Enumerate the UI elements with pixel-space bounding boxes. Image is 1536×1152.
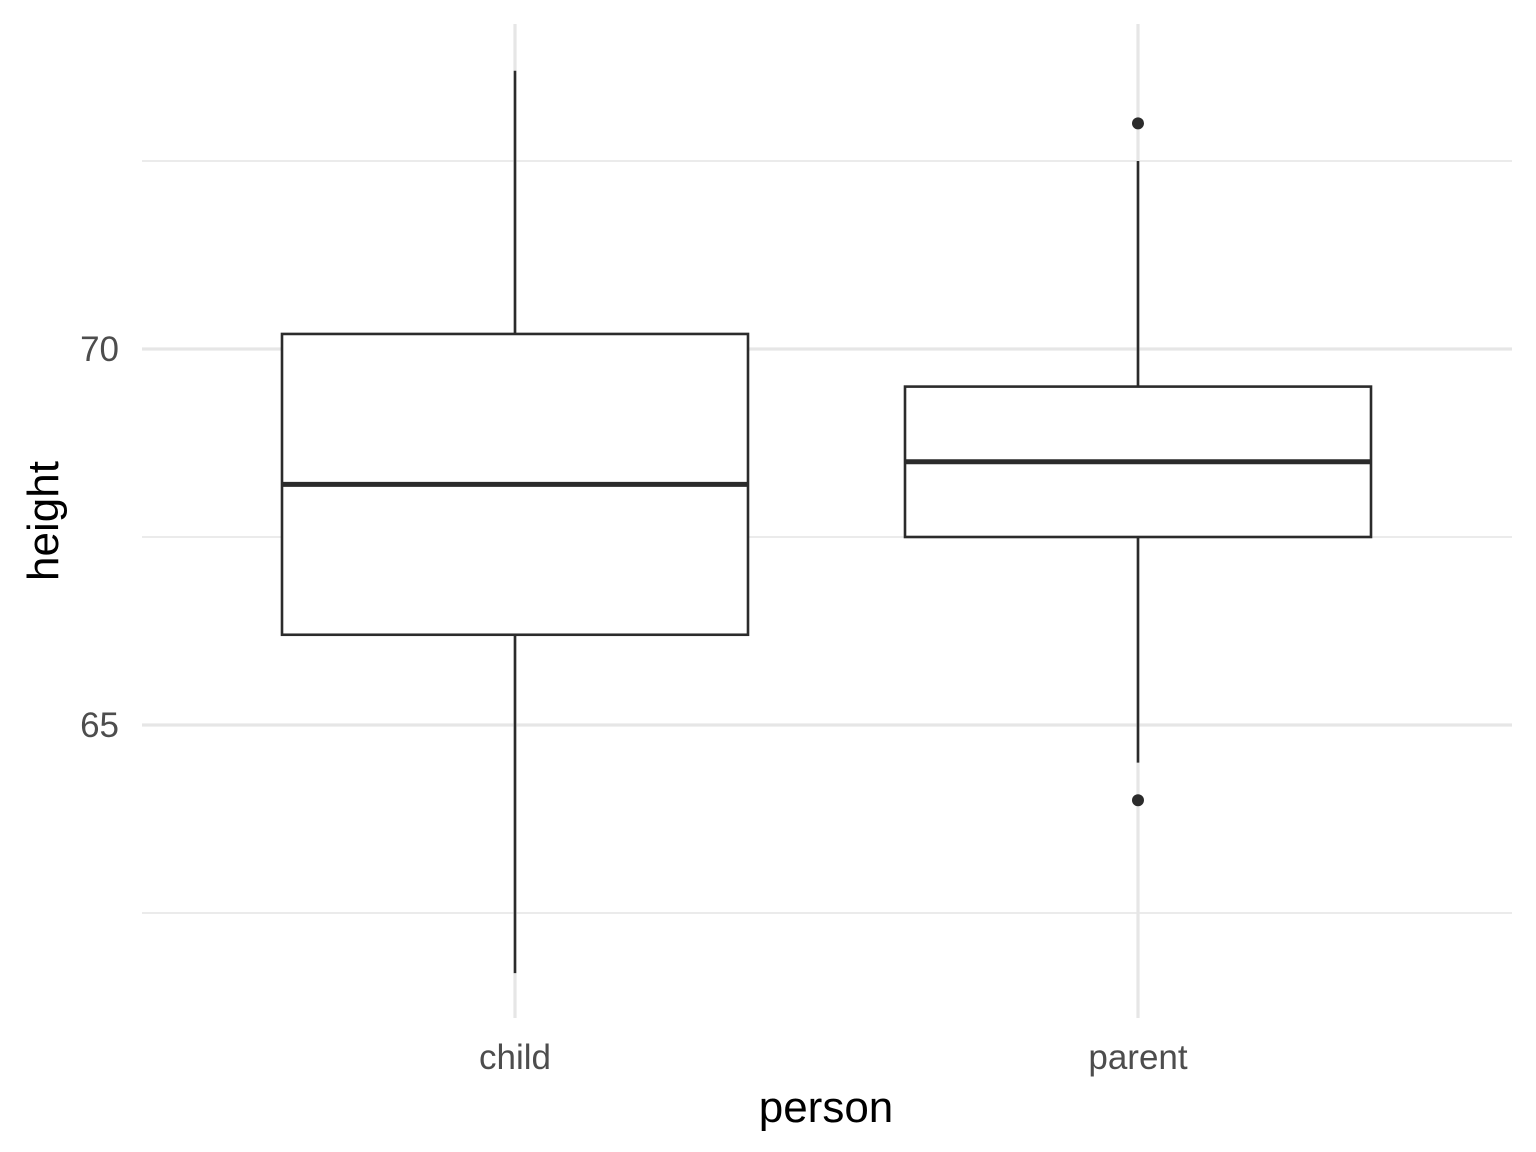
y-tick-label: 65 (80, 706, 119, 745)
box-child (280, 70, 750, 974)
box-layer (280, 70, 1373, 974)
outlier-point (1132, 117, 1144, 130)
x-tick-label: parent (1088, 1038, 1188, 1077)
outlier-point (1132, 794, 1144, 807)
y-tick-label: 70 (80, 330, 119, 369)
x-tick-label: child (479, 1038, 551, 1077)
label-layer: 65 70 child parent (80, 330, 1188, 1077)
x-axis-title: person (759, 1083, 894, 1132)
box-parent (903, 117, 1373, 807)
y-axis-title: height (19, 461, 68, 581)
